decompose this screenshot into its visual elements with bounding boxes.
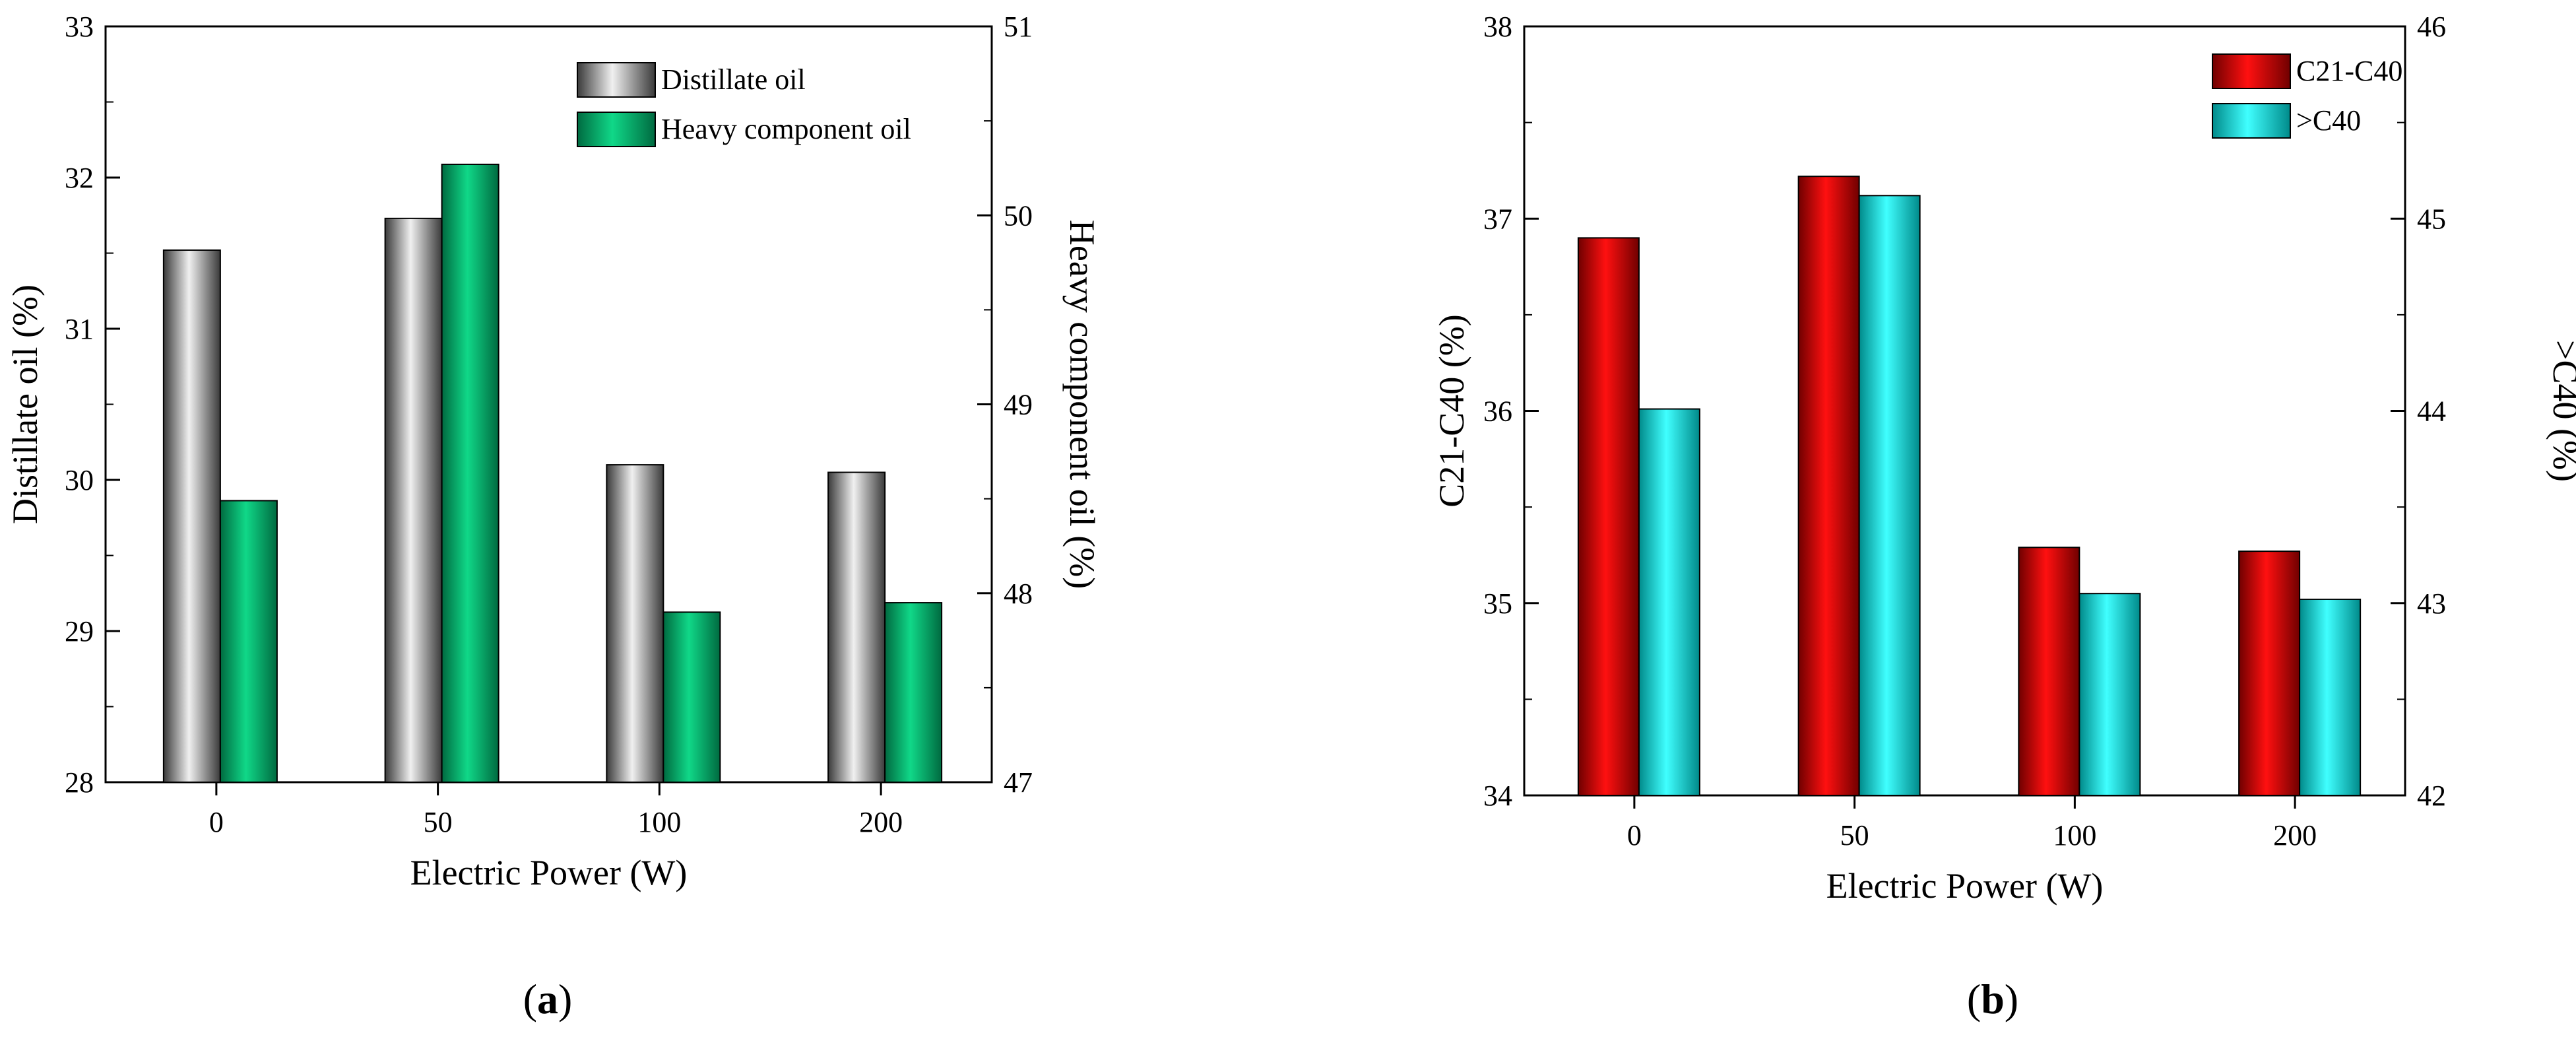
legend-swatch-heavy-component-oil <box>577 112 656 147</box>
bar-distillate-oil-50 <box>384 217 443 783</box>
right-axis-title: >C40 (%) <box>2546 340 2576 482</box>
bar-c40-100 <box>2078 593 2141 796</box>
bar-c21-c40-50 <box>1797 176 1860 796</box>
legend-swatch-c40-plus <box>2212 103 2291 139</box>
legend: Distillate oil Heavy component oil <box>577 62 911 147</box>
right-tick-label: 48 <box>1004 578 1033 610</box>
left-tick-label: 32 <box>65 162 94 194</box>
x-tick-label: 50 <box>424 806 453 838</box>
bar-c40-0 <box>1638 408 1700 796</box>
right-axis-ticks: 42 43 44 45 46 <box>2391 11 2446 812</box>
bar-group <box>1577 176 2362 796</box>
right-axis-ticks: 47 48 49 50 51 <box>977 11 1033 799</box>
bar-distillate-oil-0 <box>162 249 221 784</box>
panel-label-b: (b) <box>1967 976 2018 1022</box>
left-axis-title: Distillate oil (%) <box>5 284 45 524</box>
panel-label-a: (a) <box>523 976 573 1022</box>
legend-label-distillate-oil: Distillate oil <box>661 63 806 96</box>
x-axis-ticks: 0 50 100 200 <box>1627 795 2317 852</box>
left-tick-label: 33 <box>65 11 94 43</box>
right-axis-title: Heavy component oil (%) <box>1062 220 1102 589</box>
legend-label-c40-plus: >C40 <box>2296 104 2361 137</box>
left-tick-label: 35 <box>1483 587 1512 620</box>
left-tick-label: 31 <box>65 313 94 345</box>
bar-c21-c40-100 <box>2018 547 2080 796</box>
x-tick-label: 200 <box>2273 819 2317 852</box>
bar-heavy-component-oil-50 <box>441 163 499 783</box>
bar-distillate-oil-200 <box>827 471 886 783</box>
x-axis-title: Electric Power (W) <box>410 853 688 892</box>
panel-letter: a <box>537 976 558 1022</box>
legend-swatch-distillate-oil <box>577 62 656 98</box>
chart-panel-b: 34 35 36 37 38 42 43 44 45 46 0 50 100 200 C21-C40 … <box>1432 11 2576 1022</box>
bar-c40-200 <box>2299 598 2362 796</box>
right-tick-label: 51 <box>1004 11 1033 43</box>
bar-group <box>162 163 943 784</box>
x-tick-label: 0 <box>209 806 224 838</box>
left-tick-label: 37 <box>1483 203 1512 235</box>
right-tick-label: 45 <box>2417 203 2446 235</box>
x-tick-label: 50 <box>1840 819 1869 852</box>
x-tick-label: 100 <box>637 806 681 838</box>
panel-letter: b <box>1981 976 2005 1022</box>
bar-heavy-component-oil-0 <box>219 500 278 783</box>
legend: C21-C40 >C40 <box>2212 53 2402 139</box>
left-axis-ticks: 28 29 30 31 32 33 <box>65 11 120 799</box>
legend-label-heavy-component-oil: Heavy component oil <box>661 113 911 145</box>
x-tick-label: 200 <box>859 806 903 838</box>
right-tick-label: 50 <box>1004 199 1033 232</box>
left-tick-label: 30 <box>65 464 94 496</box>
right-tick-label: 43 <box>2417 587 2446 620</box>
right-tick-label: 42 <box>2417 780 2446 812</box>
left-tick-label: 29 <box>65 615 94 648</box>
right-tick-label: 47 <box>1004 766 1033 799</box>
x-tick-label: 0 <box>1627 819 1642 852</box>
bar-c40-50 <box>1858 195 1921 796</box>
right-tick-label: 44 <box>2417 395 2446 428</box>
right-tick-label: 46 <box>2417 11 2446 43</box>
left-tick-label: 36 <box>1483 395 1512 428</box>
left-axis-ticks: 34 35 36 37 38 <box>1483 11 1539 812</box>
bar-c21-c40-200 <box>2238 551 2301 796</box>
left-axis-title: C21-C40 (%) <box>1432 314 1471 507</box>
left-tick-label: 28 <box>65 766 94 799</box>
bar-distillate-oil-100 <box>606 464 664 783</box>
bar-c21-c40-0 <box>1577 237 1640 796</box>
x-axis-title: Electric Power (W) <box>1826 866 2104 906</box>
x-axis-ticks: 0 50 100 200 <box>209 782 903 838</box>
bar-heavy-component-oil-100 <box>662 611 721 783</box>
x-tick-label: 100 <box>2053 819 2096 852</box>
legend-swatch-c21-c40 <box>2212 53 2291 89</box>
left-tick-label: 38 <box>1483 11 1512 43</box>
right-tick-label: 49 <box>1004 389 1033 421</box>
left-tick-label: 34 <box>1483 780 1512 812</box>
chart-panel-a: 28 29 30 31 32 33 47 48 49 50 51 0 50 100 200 Distil… <box>5 11 1102 1022</box>
legend-label-c21-c40: C21-C40 <box>2296 55 2402 87</box>
bar-heavy-component-oil-200 <box>884 602 943 783</box>
